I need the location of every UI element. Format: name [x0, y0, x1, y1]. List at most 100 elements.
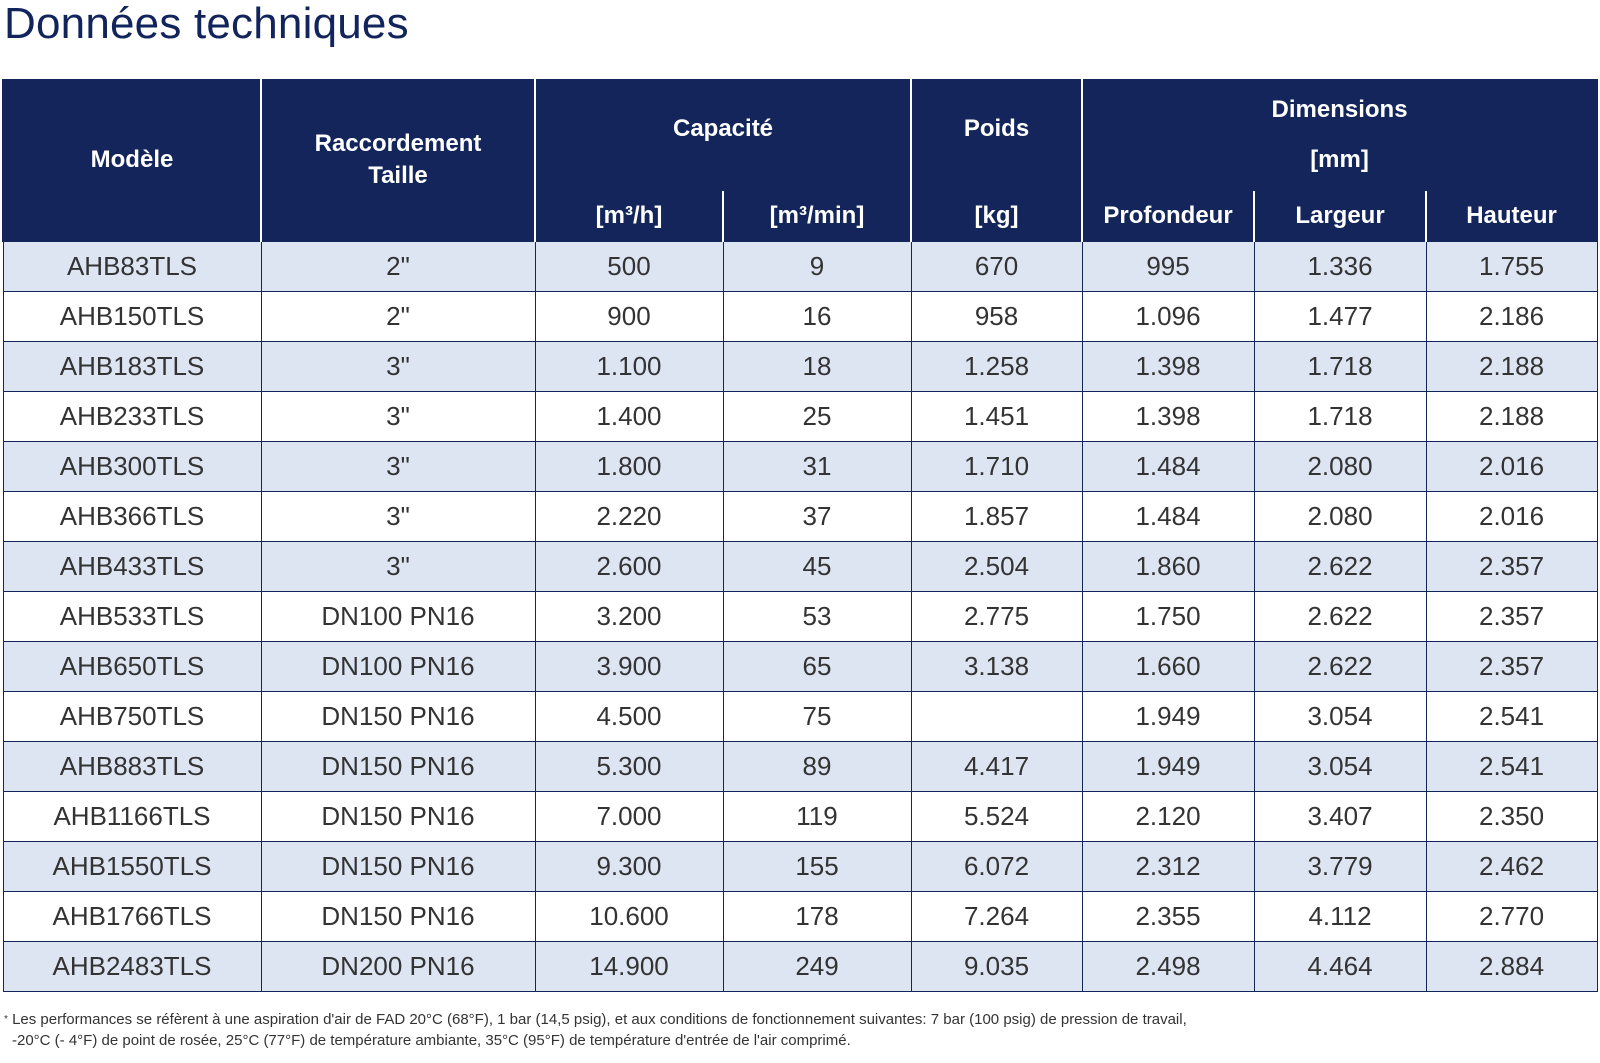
header-connection-line2: Taille — [368, 162, 428, 189]
cell-connection: 2" — [260, 291, 536, 342]
cell-height: 2.016 — [1425, 491, 1598, 542]
cell-width: 1.336 — [1253, 241, 1427, 292]
table-row: AHB183TLS 3" 1.100 18 1.258 1.398 1.718 2.188 — [2, 341, 1598, 392]
header-weight: Poids — [910, 79, 1084, 191]
table-row: AHB883TLS DN150 PN16 5.300 89 4.417 1.949 3.05… — [2, 741, 1598, 792]
cell-height: 2.541 — [1425, 691, 1598, 742]
header-height-label: Hauteur — [1466, 202, 1557, 229]
header-dimensions-unit: [mm] — [1310, 146, 1369, 173]
cell-depth: 1.398 — [1081, 341, 1255, 392]
cell-capacity-m3h: 14.900 — [534, 941, 724, 992]
cell-capacity-m3min: 75 — [722, 691, 912, 742]
cell-connection: 3" — [260, 541, 536, 592]
cell-model: AHB750TLS — [2, 691, 262, 742]
cell-model: AHB533TLS — [2, 591, 262, 642]
header-capacity: Capacité — [533, 79, 913, 191]
header-capacity-unit-m3min-label: [m³/min] — [769, 202, 865, 229]
cell-model: AHB883TLS — [2, 741, 262, 792]
table-row: AHB150TLS 2" 900 16 958 1.096 1.477 2.186 — [2, 291, 1598, 342]
cell-capacity-m3min: 119 — [722, 791, 912, 842]
table-row: AHB300TLS 3" 1.800 31 1.710 1.484 2.080 2.016 — [2, 441, 1598, 492]
header-dimensions: Dimensions [mm] — [1081, 79, 1599, 191]
cell-capacity-m3h: 3.200 — [534, 591, 724, 642]
header-model: Modèle — [2, 79, 262, 242]
cell-model: AHB150TLS — [2, 291, 262, 342]
table-row: AHB83TLS 2" 500 9 670 995 1.336 1.755 — [2, 241, 1598, 292]
cell-model: AHB650TLS — [2, 641, 262, 692]
cell-capacity-m3h: 1.100 — [534, 341, 724, 392]
cell-weight: 2.504 — [910, 541, 1083, 592]
cell-width: 1.477 — [1253, 291, 1427, 342]
cell-capacity-m3min: 31 — [722, 441, 912, 492]
table-row: AHB1766TLS DN150 PN16 10.600 178 7.264 2.355 4… — [2, 891, 1598, 942]
cell-connection: 3" — [260, 391, 536, 442]
cell-width: 1.718 — [1253, 341, 1427, 392]
cell-weight: 6.072 — [910, 841, 1083, 892]
cell-weight: 958 — [910, 291, 1083, 342]
cell-height: 2.357 — [1425, 641, 1598, 692]
cell-model: AHB2483TLS — [2, 941, 262, 992]
cell-width: 3.054 — [1253, 691, 1427, 742]
cell-height: 2.462 — [1425, 841, 1598, 892]
cell-height: 2.770 — [1425, 891, 1598, 942]
cell-weight: 7.264 — [910, 891, 1083, 942]
table-row: AHB433TLS 3" 2.600 45 2.504 1.860 2.622 2.357 — [2, 541, 1598, 592]
cell-height: 2.357 — [1425, 541, 1598, 592]
cell-height: 2.186 — [1425, 291, 1598, 342]
table-row: AHB650TLS DN100 PN16 3.900 65 3.138 1.660 2.62… — [2, 641, 1598, 692]
table-row: AHB2483TLS DN200 PN16 14.900 249 9.035 2.498 4… — [2, 941, 1598, 992]
cell-capacity-m3min: 18 — [722, 341, 912, 392]
cell-capacity-m3h: 1.800 — [534, 441, 724, 492]
table-header: Modèle Raccordement Taille Capacité Poid… — [2, 79, 1599, 242]
cell-height: 2.884 — [1425, 941, 1598, 992]
header-connection: Raccordement Taille — [260, 79, 536, 242]
cell-model: AHB366TLS — [2, 491, 262, 542]
cell-depth: 1.750 — [1081, 591, 1255, 642]
cell-depth: 1.949 — [1081, 741, 1255, 792]
cell-depth: 1.484 — [1081, 441, 1255, 492]
cell-connection: DN150 PN16 — [260, 691, 536, 742]
cell-depth: 1.660 — [1081, 641, 1255, 692]
header-weight-label: Poids — [963, 115, 1030, 142]
cell-depth: 2.498 — [1081, 941, 1255, 992]
cell-model: AHB1166TLS — [2, 791, 262, 842]
cell-connection: 3" — [260, 491, 536, 542]
cell-connection: DN150 PN16 — [260, 841, 536, 892]
cell-depth: 2.120 — [1081, 791, 1255, 842]
cell-capacity-m3min: 155 — [722, 841, 912, 892]
cell-depth: 1.860 — [1081, 541, 1255, 592]
cell-connection: 2" — [260, 241, 536, 292]
header-model-label: Modèle — [90, 146, 174, 173]
footnote: * Les performances se réfèrent à une asp… — [4, 1009, 1584, 1051]
cell-width: 2.622 — [1253, 591, 1427, 642]
table-row: AHB233TLS 3" 1.400 25 1.451 1.398 1.718 2.188 — [2, 391, 1598, 442]
table-row: AHB1166TLS DN150 PN16 7.000 119 5.524 2.120 3.… — [2, 791, 1598, 842]
header-depth-label: Profondeur — [1103, 202, 1233, 229]
header-height: Hauteur — [1425, 191, 1599, 242]
cell-capacity-m3h: 900 — [534, 291, 724, 342]
cell-capacity-m3h: 1.400 — [534, 391, 724, 442]
cell-connection: 3" — [260, 441, 536, 492]
cell-depth: 1.096 — [1081, 291, 1255, 342]
cell-capacity-m3min: 16 — [722, 291, 912, 342]
footnote-line1: * Les performances se réfèrent à une asp… — [4, 1009, 1584, 1030]
cell-model: AHB433TLS — [2, 541, 262, 592]
cell-height: 1.755 — [1425, 241, 1598, 292]
cell-depth: 1.949 — [1081, 691, 1255, 742]
cell-height: 2.016 — [1425, 441, 1598, 492]
cell-width: 4.464 — [1253, 941, 1427, 992]
cell-capacity-m3h: 2.220 — [534, 491, 724, 542]
cell-capacity-m3min: 25 — [722, 391, 912, 442]
cell-capacity-m3h: 500 — [534, 241, 724, 292]
cell-model: AHB1766TLS — [2, 891, 262, 942]
page-title: Données techniques — [4, 0, 409, 48]
cell-connection: DN200 PN16 — [260, 941, 536, 992]
cell-capacity-m3h: 9.300 — [534, 841, 724, 892]
header-capacity-unit-m3h: [m³/h] — [534, 191, 724, 242]
cell-capacity-m3min: 89 — [722, 741, 912, 792]
cell-capacity-m3h: 3.900 — [534, 641, 724, 692]
header-capacity-unit-m3min: [m³/min] — [722, 191, 913, 242]
header-width: Largeur — [1253, 191, 1428, 242]
header-connection-line1: Raccordement — [314, 130, 482, 157]
cell-width: 1.718 — [1253, 391, 1427, 442]
